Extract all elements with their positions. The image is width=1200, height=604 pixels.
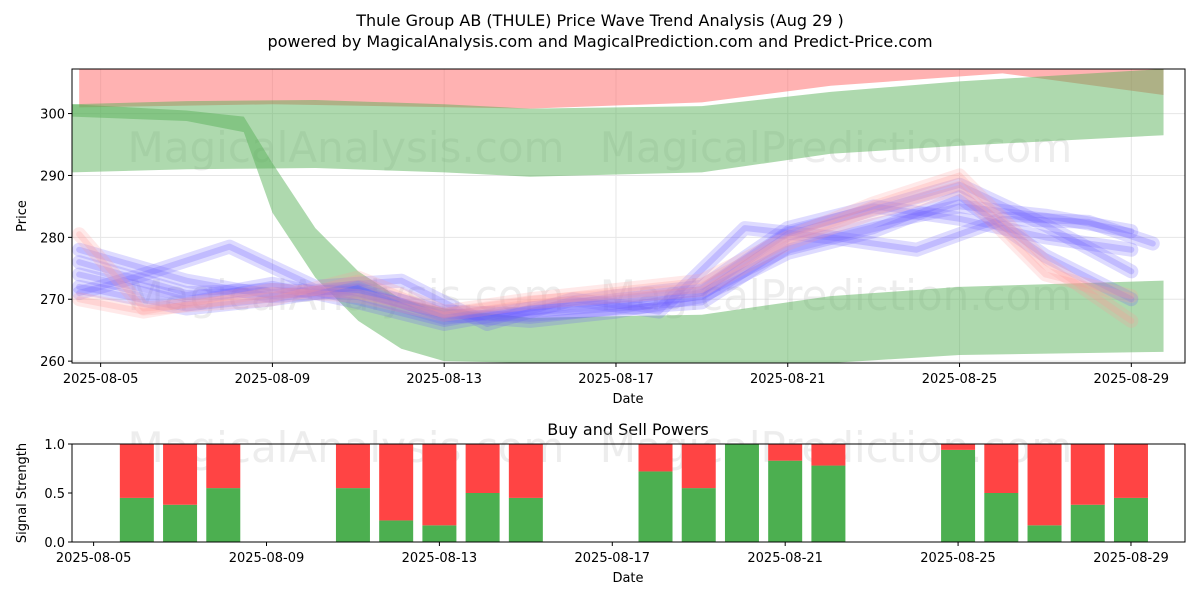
sell-bar	[1027, 444, 1062, 526]
x-tick-label: 2025-08-25	[922, 372, 998, 387]
x-tick-label: 2025-08-25	[920, 551, 996, 566]
buy-bar	[1070, 504, 1105, 542]
buy-bar	[508, 497, 543, 542]
x-tick-label: 2025-08-09	[229, 551, 305, 566]
sell-bar	[984, 444, 1019, 493]
sell-bar	[163, 444, 198, 505]
buy-sell-y-label: Signal Strength	[15, 443, 30, 543]
sell-bar	[465, 444, 500, 493]
wave-core-blue-1	[76, 203, 1135, 318]
x-tick-label: 2025-08-09	[235, 372, 311, 387]
sell-bar	[638, 444, 673, 472]
sell-bar	[508, 444, 543, 498]
wave-line-pink-5	[72, 168, 1139, 328]
price-bands	[72, 69, 1164, 363]
buy-sell-x-ticks: 2025-08-05 2025-08-09 2025-08-13 2025-08-17…	[56, 542, 1169, 566]
watermark-left: MagicalAnalysis.com	[128, 123, 565, 172]
buy-bar	[941, 449, 976, 542]
sell-bar	[1113, 444, 1148, 498]
buy-sell-x-label: Date	[612, 571, 643, 586]
x-tick-label: 2025-08-21	[747, 551, 823, 566]
buy-bar	[422, 525, 457, 542]
x-tick-label: 2025-08-05	[56, 551, 132, 566]
wave-core-blue-0	[76, 181, 1135, 321]
x-tick-label: 2025-08-13	[402, 551, 478, 566]
sell-bar	[811, 444, 846, 466]
y-tick-label: 0.0	[44, 536, 65, 551]
buy-sell-title: Buy and Sell Powers	[547, 420, 709, 439]
price-x-ticks: 2025-08-05 2025-08-09 2025-08-13 2025-08-17…	[63, 363, 1169, 387]
buy-bar	[811, 465, 846, 542]
wave-line-blue-0	[72, 177, 1139, 325]
y-tick-label: 1.0	[44, 438, 65, 453]
buy-bar	[724, 444, 759, 542]
sell-bar	[379, 444, 414, 521]
price-y-ticks: 260 270 280 290 300	[40, 108, 72, 370]
buy-bar	[1027, 525, 1062, 542]
buy-bar	[638, 471, 673, 542]
wave-core-pink-6	[76, 184, 1135, 318]
chart-subtitle: powered by MagicalAnalysis.com and Magic…	[267, 32, 932, 51]
buy-bar	[119, 497, 154, 542]
wave-line-blue-4	[72, 211, 1160, 332]
y-tick-label: 260	[40, 355, 65, 370]
x-tick-label: 2025-08-29	[1093, 551, 1169, 566]
sell-bar	[1070, 444, 1105, 505]
y-tick-label: 0.5	[44, 487, 65, 502]
x-tick-label: 2025-08-21	[750, 372, 826, 387]
price-y-label: Price	[15, 200, 30, 232]
sell-bar	[941, 444, 976, 450]
buy-sell-bars	[119, 444, 1148, 542]
sell-bar	[206, 444, 241, 489]
sell-bar	[119, 444, 154, 498]
chart-title: Thule Group AB (THULE) Price Wave Trend …	[355, 11, 844, 30]
buy-bar	[335, 488, 370, 542]
buy-bar	[768, 460, 803, 542]
buy-sell-y-ticks: 0.0 0.5 1.0	[44, 438, 72, 551]
price-band-red-0	[79, 69, 1164, 109]
sell-bar	[768, 444, 803, 461]
price-grid	[72, 69, 1185, 363]
buy-sell-panel: Buy and Sell Powers MagicalAnalysis.com …	[15, 420, 1186, 586]
buy-bar	[1113, 497, 1148, 542]
watermark-right: MagicalPrediction.com	[600, 123, 1073, 172]
price-waves	[72, 168, 1160, 332]
watermark-right-2: MagicalPrediction.com	[600, 271, 1073, 320]
wave-core-pink-5	[76, 172, 1135, 324]
x-tick-label: 2025-08-29	[1094, 372, 1170, 387]
buy-bar	[379, 520, 414, 542]
y-tick-label: 300	[40, 108, 65, 123]
y-tick-label: 280	[40, 231, 65, 246]
price-wave-panel: MagicalAnalysis.com MagicalPrediction.co…	[15, 68, 1186, 407]
wave-line-blue-1	[72, 199, 1139, 322]
price-band-green-1	[72, 69, 1164, 177]
wave-core-blue-4	[76, 215, 1156, 328]
x-tick-label: 2025-08-05	[63, 372, 139, 387]
sell-bar	[422, 444, 457, 526]
x-tick-label: 2025-08-17	[575, 551, 651, 566]
buy-bar	[206, 488, 241, 542]
x-tick-label: 2025-08-13	[406, 372, 482, 387]
sell-bar	[335, 444, 370, 489]
price-plot-frame	[71, 68, 1186, 364]
wave-line-blue-2	[72, 199, 1139, 332]
buy-bar	[681, 488, 716, 542]
watermark-left-2: MagicalAnalysis.com	[128, 271, 565, 320]
y-tick-label: 270	[40, 293, 65, 308]
buy-bar	[465, 493, 500, 542]
price-band-green-2	[72, 104, 1164, 363]
wave-core-blue-3	[76, 194, 1135, 324]
wave-core-blue-2	[76, 203, 1135, 328]
y-tick-label: 290	[40, 169, 65, 184]
buy-bar	[163, 504, 198, 542]
wave-line-pink-6	[72, 180, 1139, 322]
wave-line-blue-3	[72, 190, 1139, 328]
price-x-label: Date	[612, 392, 643, 407]
buy-bar	[984, 493, 1019, 542]
x-tick-label: 2025-08-17	[578, 372, 654, 387]
sell-bar	[681, 444, 716, 489]
